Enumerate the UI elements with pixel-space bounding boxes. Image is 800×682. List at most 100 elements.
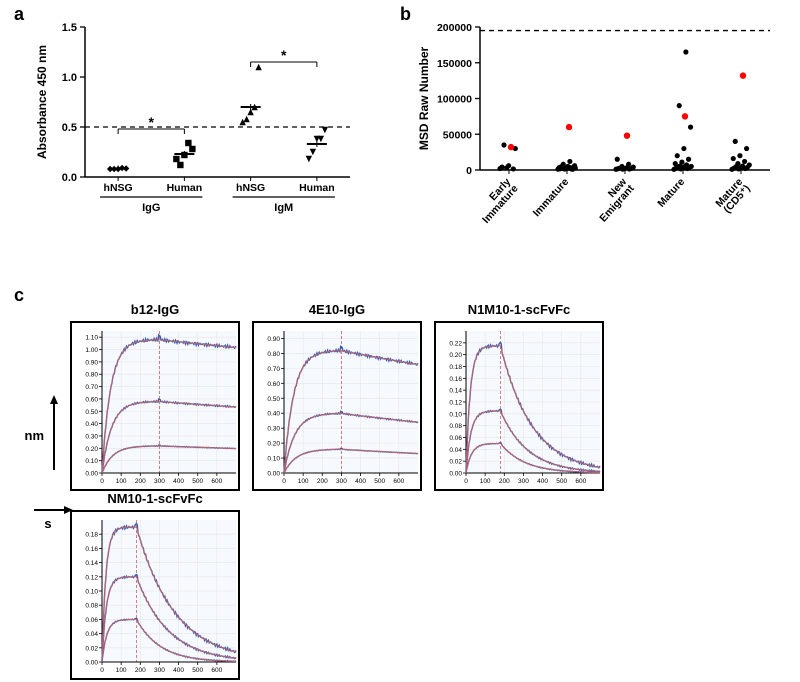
svg-text:IgG: IgG [142,202,160,214]
svg-text:0.20: 0.20 [267,441,280,448]
svg-text:0.00: 0.00 [85,471,98,478]
svg-text:0.20: 0.20 [449,352,462,359]
svg-text:0.06: 0.06 [449,435,462,442]
svg-text:0.16: 0.16 [85,546,98,553]
svg-text:0.70: 0.70 [267,366,280,373]
svg-text:0.14: 0.14 [85,560,98,567]
svg-text:s: s [44,516,51,531]
svg-text:400: 400 [173,478,184,485]
svg-text:Mature: Mature [655,176,687,210]
svg-text:0.50: 0.50 [267,396,280,403]
svg-text:0.70: 0.70 [85,384,98,391]
svg-text:600: 600 [211,478,222,485]
svg-text:0.02: 0.02 [85,645,98,652]
svg-text:0.10: 0.10 [267,456,280,463]
blitz-plot-title: b12-IgG [70,302,240,317]
svg-text:0.00: 0.00 [449,471,462,478]
svg-text:0.5: 0.5 [62,122,77,134]
svg-text:300: 300 [336,478,347,485]
svg-text:500: 500 [192,478,203,485]
blitz-plot-title: N1M10-1-scFvFc [434,302,604,317]
svg-text:0.40: 0.40 [267,411,280,418]
svg-text:0.40: 0.40 [85,421,98,428]
svg-text:0.00: 0.00 [267,471,280,478]
svg-text:0.00: 0.00 [85,660,98,667]
svg-text:*: * [281,47,287,63]
svg-text:0.10: 0.10 [85,589,98,596]
svg-text:0: 0 [100,667,104,674]
svg-text:1.0: 1.0 [62,72,77,84]
svg-text:0.22: 0.22 [449,340,462,347]
svg-text:500: 500 [374,478,385,485]
svg-text:50000: 50000 [443,129,472,141]
svg-text:0.12: 0.12 [449,400,462,407]
svg-text:0.50: 0.50 [85,409,98,416]
blitz-plot: NM10-1-scFvFc 0.00 0.02 0.04 0.06 0.08 0.10 0.1… [70,491,240,680]
svg-text:0.80: 0.80 [85,372,98,379]
svg-text:0.20: 0.20 [85,446,98,453]
svg-text:0.04: 0.04 [449,447,462,454]
svg-text:0: 0 [464,478,468,485]
svg-text:0.16: 0.16 [449,376,462,383]
svg-text:400: 400 [355,478,366,485]
svg-text:0: 0 [100,478,104,485]
blitz-plot: b12-IgG0.000.100.200.300.400.500.600.700… [70,302,240,491]
svg-text:150000: 150000 [437,58,472,70]
svg-text:500: 500 [556,478,567,485]
svg-text:100: 100 [480,478,491,485]
svg-text:100: 100 [116,478,127,485]
blitz-plot: 4E10-IgG 0.00 0.10 0.20 0.30 0.40 0.50 0.60 0.70… [252,302,422,491]
svg-text:600: 600 [211,667,222,674]
svg-text:300: 300 [154,667,165,674]
panel-a-label: a [14,4,24,25]
svg-text:0.90: 0.90 [267,336,280,343]
blitz-plot-title: NM10-1-scFvFc [70,491,240,506]
svg-text:300: 300 [154,478,165,485]
svg-text:0: 0 [282,478,286,485]
svg-text:100: 100 [298,478,309,485]
blitz-plot-title: 4E10-IgG [252,302,422,317]
svg-text:400: 400 [537,478,548,485]
svg-text:0.18: 0.18 [85,532,98,539]
svg-text:0.18: 0.18 [449,364,462,371]
svg-text:200000: 200000 [437,22,472,34]
svg-text:0.10: 0.10 [449,411,462,418]
svg-text:Immature: Immature [531,176,572,219]
blitz-plot: N1M10-1-scFvFc0.000.020.040.060.080.100.… [434,302,604,491]
svg-text:0.02: 0.02 [449,459,462,466]
svg-text:400: 400 [173,667,184,674]
svg-text:200: 200 [317,478,328,485]
svg-text:Absorbance 450 nm: Absorbance 450 nm [35,45,49,159]
svg-text:0.60: 0.60 [267,381,280,388]
svg-text:200: 200 [135,667,146,674]
svg-text:200: 200 [499,478,510,485]
svg-text:MSD Raw Number: MSD Raw Number [417,47,431,151]
svg-text:1.00: 1.00 [85,347,98,354]
svg-text:300: 300 [518,478,529,485]
svg-text:0.10: 0.10 [85,458,98,465]
svg-text:hNSG: hNSG [236,182,265,194]
svg-text:0.14: 0.14 [449,388,462,395]
svg-text:1.5: 1.5 [62,22,77,34]
svg-text:200: 200 [135,478,146,485]
svg-text:0.30: 0.30 [267,426,280,433]
svg-text:100000: 100000 [437,94,472,106]
panel-c-axis-arrows: nm s [6,300,76,535]
svg-text:0.12: 0.12 [85,574,98,581]
svg-text:0.04: 0.04 [85,631,98,638]
svg-text:0.08: 0.08 [85,603,98,610]
svg-text:0.0: 0.0 [62,172,77,184]
panel-a-chart: 0.00.51.01.5Absorbance 450 nmhNSGHumanhN… [30,12,360,227]
svg-text:600: 600 [575,478,586,485]
svg-text:0: 0 [466,165,472,177]
svg-text:500: 500 [192,667,203,674]
panel-b-chart: 050000100000150000200000MSD Raw NumberEa… [410,12,780,240]
svg-text:Human: Human [167,182,203,194]
svg-text:nm: nm [25,428,45,443]
svg-text:1.10: 1.10 [85,335,98,342]
svg-text:0.30: 0.30 [85,433,98,440]
svg-text:*: * [149,114,155,130]
svg-text:0.06: 0.06 [85,617,98,624]
svg-text:0.80: 0.80 [267,351,280,358]
svg-text:Human: Human [299,182,335,194]
